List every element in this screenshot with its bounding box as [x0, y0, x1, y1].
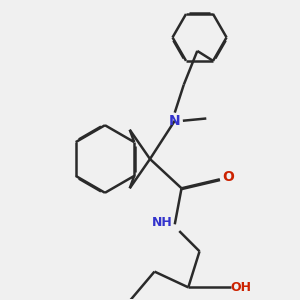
Text: N: N: [169, 114, 181, 128]
Text: OH: OH: [230, 281, 251, 294]
Text: O: O: [222, 170, 234, 184]
Text: NH: NH: [152, 216, 172, 229]
